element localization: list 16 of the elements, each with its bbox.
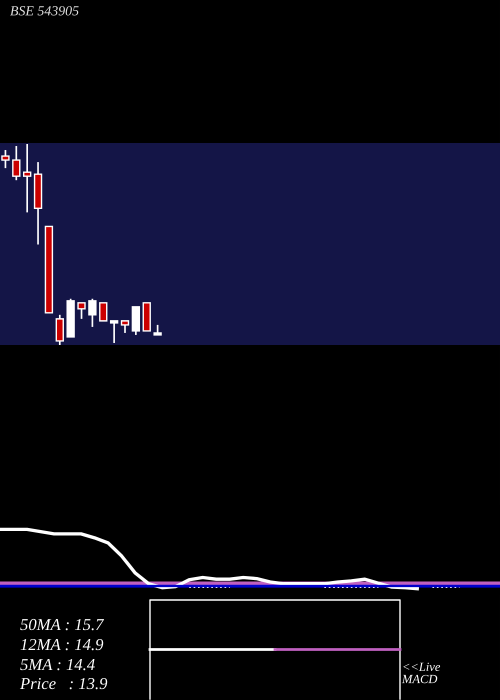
candlestick bbox=[77, 302, 86, 320]
candlestick bbox=[23, 143, 32, 214]
text: 50MA : 15.7 bbox=[20, 618, 104, 630]
candlestick bbox=[88, 298, 97, 328]
text: <<Live MACD bbox=[402, 662, 440, 684]
candlestick bbox=[1, 149, 10, 169]
candlestick bbox=[153, 324, 162, 336]
text: Price : 13.9 bbox=[20, 678, 108, 690]
candlestick bbox=[110, 320, 118, 344]
candlestick bbox=[99, 302, 108, 322]
candlestick bbox=[12, 145, 20, 182]
candlestick bbox=[56, 314, 64, 345]
text: 5MA : 14.4 bbox=[20, 659, 95, 670]
chart-title: BSE 543905 bbox=[10, 6, 79, 16]
text: 12MA : 14.9 bbox=[20, 638, 104, 650]
candlestick bbox=[120, 320, 130, 334]
